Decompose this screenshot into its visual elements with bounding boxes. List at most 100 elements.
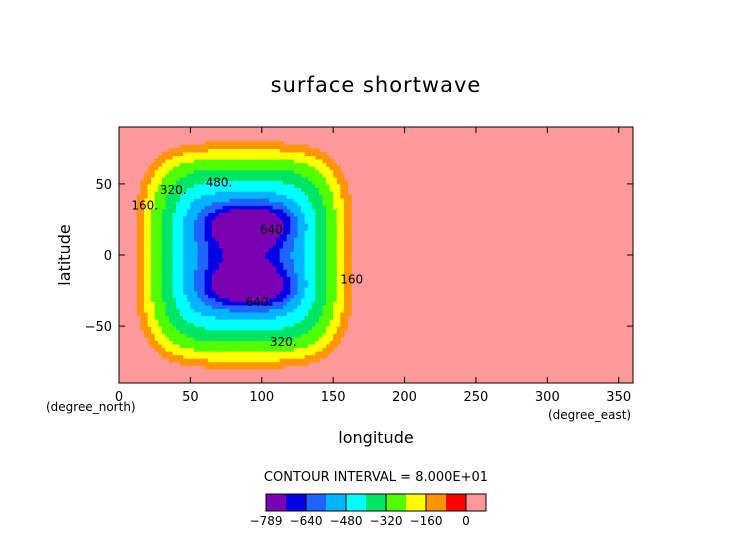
field-cell (172, 322, 177, 327)
field-cell (211, 194, 216, 199)
field-cell (286, 272, 291, 277)
field-cell (308, 290, 313, 295)
field-cell (251, 240, 256, 245)
field-cell (197, 212, 202, 217)
field-cell (268, 301, 274, 306)
field-cell (168, 301, 174, 306)
field-cell (333, 247, 338, 253)
field-cell (186, 219, 191, 224)
field-cell (311, 173, 316, 178)
field-cell (161, 276, 167, 281)
field-cell (186, 279, 191, 285)
field-cell (204, 169, 209, 174)
field-cell (243, 304, 249, 309)
field-cell (318, 258, 324, 263)
field-cell (165, 272, 170, 277)
field-cell (172, 354, 177, 359)
field-cell (190, 233, 195, 238)
field-cell (243, 244, 249, 249)
field-cell (193, 354, 199, 359)
field-cell (168, 272, 174, 277)
field-cell (193, 304, 199, 309)
field-cell (136, 240, 142, 245)
field-cell (218, 240, 224, 245)
field-cell (243, 272, 249, 277)
field-cell (311, 233, 316, 238)
field-cell (276, 144, 281, 149)
field-cell (301, 262, 306, 267)
field-cell (276, 212, 281, 217)
field-cell (265, 226, 270, 231)
field-cell (336, 247, 341, 253)
field-cell (243, 162, 249, 167)
field-cell (208, 173, 213, 178)
field-cell (301, 144, 306, 149)
field-cell (179, 269, 184, 274)
field-cell (204, 287, 209, 292)
field-cell (197, 159, 202, 164)
field-cell (258, 283, 263, 288)
field-cell (229, 283, 234, 288)
field-cell (183, 272, 188, 277)
field-cell (247, 354, 252, 359)
field-cell (254, 329, 259, 334)
field-cell (229, 311, 234, 317)
field-cell (290, 340, 295, 345)
field-cell (215, 322, 220, 327)
field-cell (261, 265, 266, 270)
field-cell (158, 255, 163, 260)
field-cell (276, 340, 281, 345)
field-cell (168, 183, 174, 189)
field-cell (290, 354, 295, 359)
field-cell (165, 258, 170, 263)
field-cell (261, 223, 266, 228)
field-cell (261, 247, 266, 253)
field-cell (326, 169, 331, 174)
field-cell (333, 308, 338, 313)
field-cell (183, 255, 188, 260)
field-cell (158, 173, 163, 178)
field-cell (243, 219, 249, 224)
field-cell (147, 198, 152, 203)
field-cell (190, 294, 195, 299)
field-cell (333, 290, 338, 295)
field-cell (211, 180, 216, 185)
field-cell (343, 223, 349, 228)
field-cell (301, 244, 306, 249)
colorbar-tick-label: −480 (330, 514, 363, 528)
field-cell (240, 219, 245, 224)
field-cell (226, 226, 231, 231)
field-cell (243, 297, 249, 302)
field-cell (165, 322, 170, 327)
field-cell (243, 322, 249, 327)
field-cell (240, 230, 245, 235)
field-cell (247, 347, 252, 352)
field-cell (308, 173, 313, 178)
field-cell (251, 365, 256, 370)
field-cell (293, 262, 299, 267)
field-cell (261, 329, 266, 334)
field-cell (293, 283, 299, 288)
field-cell (193, 183, 199, 189)
field-cell (183, 205, 188, 210)
field-cell (283, 198, 288, 203)
field-cell (279, 294, 284, 299)
field-cell (201, 329, 206, 334)
field-cell (140, 201, 145, 206)
field-cell (279, 247, 284, 253)
field-cell (329, 187, 334, 192)
field-cell (211, 340, 216, 345)
field-cell (233, 215, 238, 221)
field-cell (176, 283, 181, 288)
field-cell (261, 233, 266, 238)
field-cell (211, 265, 216, 270)
field-cell (283, 205, 288, 210)
field-cell (226, 169, 231, 174)
field-cell (326, 351, 331, 356)
field-cell (158, 159, 163, 164)
field-cell (286, 230, 291, 235)
field-cell (158, 183, 163, 189)
field-cell (311, 347, 316, 352)
field-cell (315, 247, 320, 253)
field-cell (329, 251, 334, 256)
